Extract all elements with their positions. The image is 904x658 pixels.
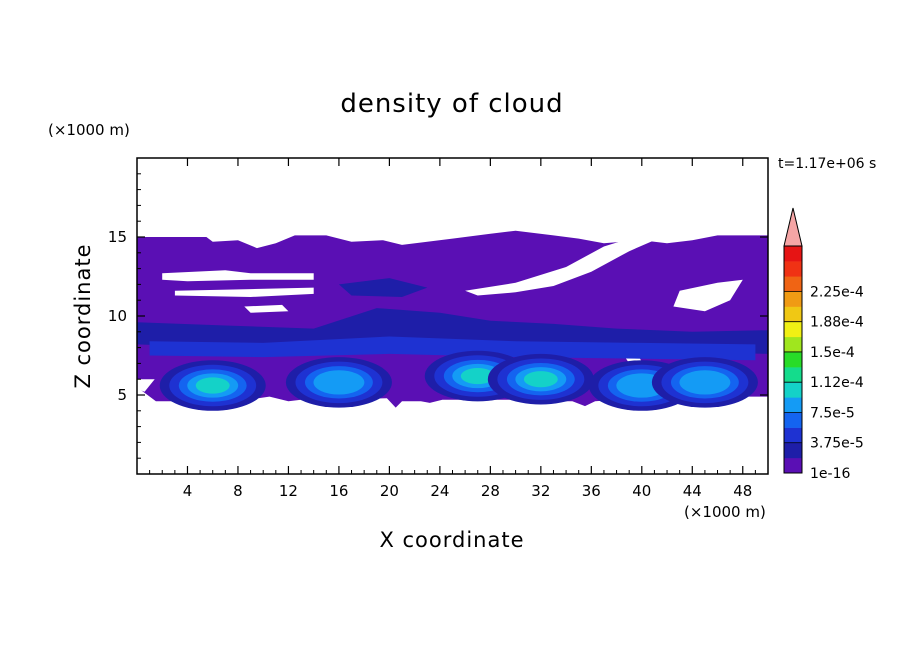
upper-density-patch <box>338 278 428 297</box>
colorbar-tick-label: 2.25e-4 <box>810 284 864 300</box>
chart-title: density of cloud <box>340 89 563 119</box>
colorbar-swatch <box>784 336 802 353</box>
x-tick-label: 40 <box>632 482 651 500</box>
y-tick-label: 10 <box>108 307 127 325</box>
gap-region <box>174 287 314 297</box>
colorbar-tick-label: 1.12e-4 <box>810 375 864 391</box>
colorbar-swatch <box>784 382 802 398</box>
cloud-core-contour <box>313 370 365 395</box>
cloud-density-field <box>137 230 768 411</box>
x-tick-label: 4 <box>183 482 193 500</box>
colorbar-swatch <box>784 261 802 277</box>
cloud-core-contour <box>523 371 558 388</box>
mid-density-band <box>149 336 756 361</box>
x-tick-label: 16 <box>329 482 348 500</box>
gap-region <box>137 379 155 392</box>
time-label: t=1.17e+06 s <box>778 156 876 172</box>
gap-region <box>465 238 655 296</box>
x-tick-label: 36 <box>582 482 601 500</box>
x-tick-label: 28 <box>481 482 500 500</box>
cloud-core-contour <box>195 377 230 394</box>
x-tick-label: 20 <box>380 482 399 500</box>
colorbar-swatch <box>784 351 802 368</box>
colorbar-tick-label: 1.5e-4 <box>810 345 855 361</box>
colorbar-swatch <box>784 412 802 428</box>
gap-region <box>162 270 314 282</box>
colorbar-over-arrow <box>783 207 803 247</box>
colorbar-tick-label: 3.75e-5 <box>810 436 864 452</box>
x-unit-label: (×1000 m) <box>684 503 766 521</box>
x-tick-label: 48 <box>733 482 752 500</box>
colorbar-tick-label: 1.88e-4 <box>810 315 864 331</box>
colorbar-swatch <box>784 306 802 322</box>
colorbar-swatch <box>784 321 802 338</box>
x-tick-label: 32 <box>531 482 550 500</box>
colorbar-swatch <box>784 427 802 444</box>
x-axis-label: X coordinate <box>379 528 524 552</box>
colorbar-swatch <box>784 246 802 262</box>
colorbar-swatch <box>784 291 802 307</box>
y-axis: 5 10 15 <box>108 173 768 459</box>
colorbar: 1e-16 3.75e-5 7.5e-5 1.12e-4 1.5e-4 1.88e-4 2.… <box>783 207 864 482</box>
x-tick-label: 44 <box>683 482 702 500</box>
gap-region <box>673 279 743 312</box>
x-tick-label: 8 <box>233 482 243 500</box>
colorbar-swatch <box>784 367 802 383</box>
y-unit-label: (×1000 m) <box>48 121 130 139</box>
y-tick-label: 5 <box>117 386 127 404</box>
x-axis: 4 8 12 16 20 24 28 32 36 40 44 48 <box>149 158 756 500</box>
y-tick-label: 15 <box>108 228 127 246</box>
gap-region <box>244 304 289 313</box>
cloud-core-contour <box>460 367 495 385</box>
colorbar-tick-label: 1e-16 <box>810 466 850 482</box>
x-tick-label: 24 <box>430 482 449 500</box>
colorbar-swatch <box>784 457 802 474</box>
y-axis-label: Z coordinate <box>71 243 95 388</box>
colorbar-tick-label: 7.5e-5 <box>810 405 855 421</box>
x-tick-label: 12 <box>279 482 298 500</box>
colorbar-swatch <box>784 442 802 459</box>
colorbar-swatch <box>784 276 802 292</box>
cloud-core-contour <box>679 370 731 395</box>
colorbar-swatch <box>784 397 802 413</box>
